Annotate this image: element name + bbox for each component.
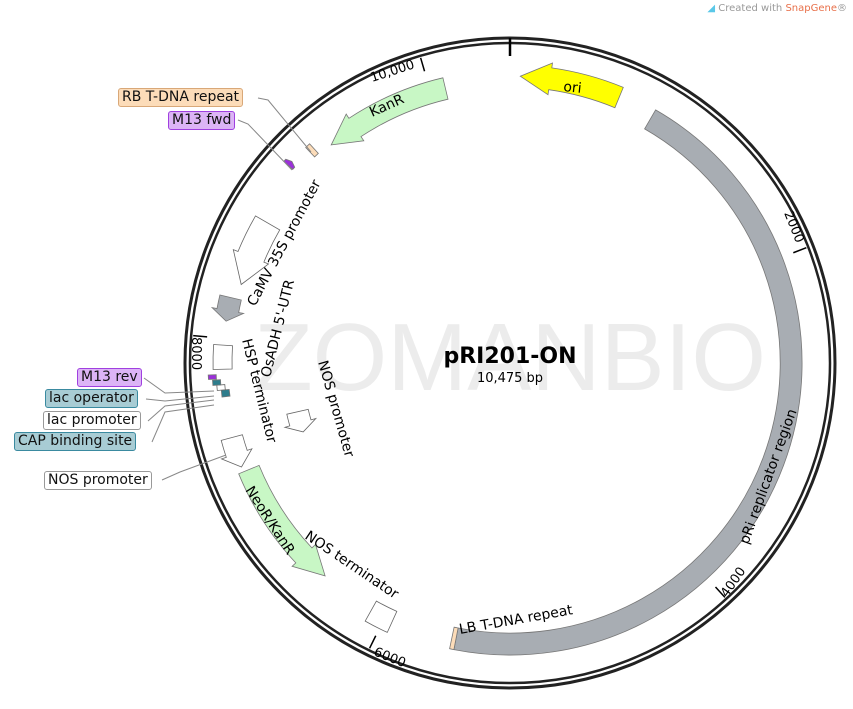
tick-4000 <box>714 586 726 598</box>
feature-kanr[interactable] <box>330 77 449 146</box>
tick-label-2000: 2000 <box>780 209 806 245</box>
label-ori: ori <box>563 79 583 97</box>
plasmid-name: pRI201-ON <box>443 344 576 369</box>
tick-label-10000: 10,000 <box>369 57 417 85</box>
feature-m13-rev[interactable] <box>207 374 217 380</box>
callout-lac-promoter[interactable]: lac promoter <box>43 411 141 430</box>
callout-m13-fwd[interactable]: M13 fwd <box>168 111 236 130</box>
tick-label-8000: 8000 <box>188 337 203 370</box>
features <box>207 62 803 656</box>
callout-lines <box>143 97 312 481</box>
feature-lb-t-dna-repeat[interactable] <box>449 626 459 651</box>
feature-camv-35s-promoter[interactable] <box>232 215 281 286</box>
feature-cap-binding-site[interactable] <box>220 388 231 398</box>
callout-m13-rev[interactable]: M13 rev <box>77 368 142 387</box>
feature-m13-fwd[interactable] <box>283 158 296 170</box>
tick-10000 <box>419 57 426 72</box>
tick-label-6000: 6000 <box>372 645 408 671</box>
callout-nos-promoter[interactable]: NOS promoter <box>44 471 152 490</box>
tick-8000 <box>193 334 208 338</box>
plasmid-length: 10,475 bp <box>477 371 543 386</box>
feature-osadh-5-utr[interactable] <box>210 294 245 322</box>
snapgene-credit: ◢ Created with SnapGene® <box>707 3 847 14</box>
watermark: ZOMANBIO <box>254 304 766 411</box>
callout-lac-operator[interactable]: lac operator <box>45 389 138 408</box>
feature-nos-promoter[interactable] <box>283 408 318 433</box>
tick-2000 <box>793 246 807 254</box>
feature-nos-terminator[interactable] <box>364 600 398 633</box>
tick-marks <box>193 57 807 649</box>
feature-lac-operator[interactable] <box>212 379 222 386</box>
feature-ori[interactable] <box>519 62 624 109</box>
snapgene-logo-icon: ◢ <box>707 3 716 14</box>
callout-rb-tdna-repeat[interactable]: RB T-DNA repeat <box>118 88 244 107</box>
feature-neor-kanr[interactable] <box>238 464 326 577</box>
callout-cap-binding-site[interactable]: CAP binding site <box>14 432 137 451</box>
feature-rb-t-dna-repeat[interactable] <box>305 143 319 158</box>
feature-nos-promoter[interactable] <box>220 434 253 468</box>
tick-6000 <box>368 635 377 649</box>
feature-hsp-terminator[interactable] <box>212 344 233 370</box>
feature-lac-promoter[interactable] <box>216 384 226 391</box>
